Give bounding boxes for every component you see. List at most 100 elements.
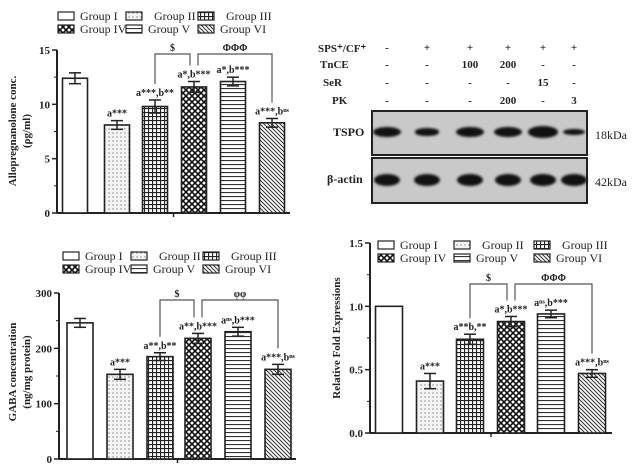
blot-lane-value: 3 <box>571 95 577 107</box>
legend-swatch <box>62 264 80 274</box>
y-tick-label: 1.0 <box>349 301 363 313</box>
y-tick-label: 1.5 <box>349 238 363 250</box>
blot-lane-value: - <box>468 77 472 89</box>
legend-label: Group IV <box>80 22 127 36</box>
actin-band <box>561 174 587 186</box>
significance-label: a*,b*** <box>216 65 249 76</box>
blot-lane-value: - <box>425 59 429 71</box>
actin-label: β-actin <box>327 172 363 186</box>
legend-label: Group I <box>80 9 118 23</box>
legend-label: Group V <box>153 262 195 276</box>
significance-label: a***,bⁿˢ <box>255 106 290 117</box>
bar-group-vi <box>258 122 286 214</box>
actin-band <box>414 174 440 186</box>
significance-label: a*** <box>420 361 440 372</box>
blot-lane-value: + <box>504 42 512 54</box>
legend-swatch <box>57 24 75 34</box>
tspo-kda: 18kDa <box>595 128 627 142</box>
y-axis-label: (ng/mg protein) <box>21 335 33 409</box>
legend-swatch <box>377 240 395 250</box>
legend-swatch <box>453 253 471 263</box>
tspo-band <box>528 126 558 138</box>
y-tick-label: 0 <box>47 454 53 466</box>
tspo-band <box>562 128 586 136</box>
legend-swatch <box>202 251 220 261</box>
bar-group-v <box>536 313 566 434</box>
tspo-band <box>494 126 522 138</box>
y-axis-label: Relative Fold Expressions <box>331 277 343 399</box>
bracket-label: φφ <box>234 289 246 300</box>
legend-label: Group V <box>148 22 190 36</box>
blot-lane-value: - <box>385 77 389 89</box>
significance-label: a*,b*** <box>177 70 210 81</box>
blot-lane-value: - <box>385 42 389 54</box>
bar-group-i <box>374 305 404 434</box>
actin-band <box>495 174 521 186</box>
significance-label: aⁿˢ,b*** <box>221 315 255 326</box>
tspo-band <box>455 126 485 138</box>
comparison-bracket <box>197 53 273 103</box>
y-tick-label: 0 <box>45 208 51 220</box>
blot-lane-value: 15 <box>537 77 549 89</box>
bar-group-iv <box>184 337 212 460</box>
blot-condition-label: SPS⁺/CF⁺ <box>318 43 367 55</box>
legend-label: Group III <box>562 238 608 252</box>
blot-lane-value: - <box>385 59 389 71</box>
legend-swatch <box>130 251 148 261</box>
bracket-label: $ <box>175 289 180 300</box>
legend-label: Group III <box>231 249 277 263</box>
bar-group-i <box>61 77 89 214</box>
blot-lane-value: - <box>506 77 510 89</box>
significance-label: a**,b** <box>143 341 176 352</box>
legend-swatch <box>533 253 551 263</box>
blot-lane-value: + <box>423 42 431 54</box>
y-tick-label: 100 <box>36 399 53 411</box>
legend-label: Group II <box>154 9 196 23</box>
bracket-label: $ <box>486 273 491 284</box>
legend-label: Group I <box>85 249 123 263</box>
y-tick-label: 10 <box>39 99 51 111</box>
bar-group-ii <box>415 380 445 434</box>
legend-label: Group VI <box>225 262 271 276</box>
blot-lane-value: - <box>572 59 576 71</box>
significance-label: a***,bⁿˢ <box>575 358 610 369</box>
comparison-bracket <box>469 283 508 319</box>
blot-lane-value: - <box>425 95 429 107</box>
legend-swatch <box>125 11 143 21</box>
blot-lane-value: 200 <box>499 95 517 107</box>
legend-label: Group I <box>400 238 438 252</box>
significance-label: a***,b** <box>136 88 174 99</box>
y-tick-label: 0.0 <box>349 428 363 440</box>
blot-lane-value: - <box>425 77 429 89</box>
significance-label: a*** <box>107 109 127 120</box>
bar-group-ii <box>103 124 131 214</box>
legend-label: Group VI <box>220 22 266 36</box>
legend-label: Group II <box>482 238 524 252</box>
bar-group-v <box>224 330 252 460</box>
y-tick-label: 15 <box>39 45 51 57</box>
bar-group-vi <box>264 368 292 460</box>
legend-label: Group V <box>476 251 518 265</box>
legend-label: Group IV <box>400 251 447 265</box>
significance-label: aⁿˢ,b*** <box>534 298 568 309</box>
blot-condition-label: SeR <box>323 77 342 89</box>
legend-swatch <box>57 11 75 21</box>
bracket-label: $ <box>170 43 175 54</box>
blot-lane-value: - <box>541 95 545 107</box>
legend-swatch <box>130 264 148 274</box>
blot-lane-value: + <box>570 42 578 54</box>
y-axis-label: Allopregnanolone conc. <box>7 76 19 187</box>
significance-label: a**,b*** <box>179 321 217 332</box>
legend-swatch <box>453 240 471 250</box>
bar-group-iii <box>141 105 169 214</box>
actin-band <box>530 174 556 186</box>
legend-label: Group II <box>159 249 201 263</box>
legend-swatch <box>197 24 215 34</box>
significance-label: a***,bⁿˢ <box>261 352 296 363</box>
blot-lane-value: + <box>466 42 474 54</box>
legend-swatch <box>202 264 220 274</box>
significance-label: a*,b*** <box>494 304 527 315</box>
legend-swatch <box>377 253 395 263</box>
legend-label: Group III <box>226 9 272 23</box>
